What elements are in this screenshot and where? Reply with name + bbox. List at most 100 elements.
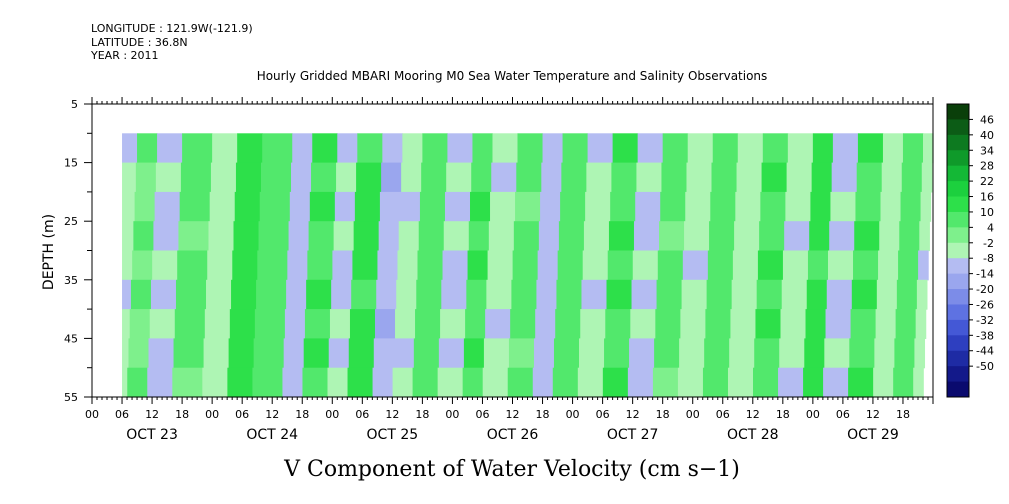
heatmap-cell — [914, 338, 926, 369]
heatmap-cell — [756, 279, 783, 310]
heatmap-cell — [349, 309, 376, 339]
heatmap-cell — [581, 279, 608, 310]
heatmap-cell — [605, 309, 631, 339]
heatmap-cell — [129, 309, 151, 339]
heatmap-cell — [179, 191, 211, 222]
heatmap-cell — [212, 133, 238, 164]
colorbar-swatch — [947, 227, 969, 244]
date-label: OCT 24 — [246, 427, 298, 443]
heatmap-cell — [379, 191, 401, 222]
heatmap-cell — [492, 133, 519, 164]
heatmap-cell — [730, 309, 757, 339]
heatmap-cell — [873, 367, 894, 398]
heatmap-cell — [472, 133, 494, 164]
colorbar-label: -2 — [983, 237, 994, 250]
heatmap-cell — [413, 338, 440, 369]
heatmap-cell — [122, 367, 128, 398]
heatmap-cell — [922, 133, 934, 164]
colorbar: 46 40 34 28 22 16 10 4 -2 -8 -14 -20 -26 -32 -38 -44 -50 — [946, 103, 994, 398]
heatmap-cell — [702, 367, 729, 398]
heatmap-cell — [303, 338, 330, 369]
heatmap-cell — [288, 221, 310, 252]
heatmap-cell — [893, 367, 914, 398]
heatmap-cell — [807, 250, 829, 281]
heatmap-cell — [879, 221, 900, 252]
heatmap-cell — [150, 279, 177, 310]
heatmap-cell — [375, 309, 396, 339]
heatmap-cell — [803, 367, 824, 398]
heatmap-cell — [397, 250, 419, 281]
heatmap-cell — [252, 367, 284, 398]
heatmap-cell — [233, 221, 260, 252]
heatmap-cell — [558, 221, 585, 252]
hour-tick-label: 06 — [836, 408, 850, 421]
hour-tick-label: 12 — [265, 408, 279, 421]
colorbar-swatch — [947, 119, 969, 136]
colorbar-swatch — [947, 304, 969, 321]
heatmap-cell — [446, 162, 472, 193]
heatmap-cell — [234, 191, 261, 222]
heatmap-cell — [604, 338, 630, 369]
heatmap-cell — [735, 191, 761, 222]
heatmap-cell — [333, 221, 355, 252]
hour-tick-label: 18 — [536, 408, 550, 421]
heatmap-cell — [377, 250, 399, 281]
hour-tick-label: 12 — [866, 408, 880, 421]
heatmap-cell — [204, 309, 231, 339]
longitude-label: LONGITUDE : 121.9W(-121.9) — [91, 22, 253, 35]
hour-tick-label: 00 — [445, 408, 459, 421]
date-label: OCT 26 — [487, 427, 539, 443]
heatmap-cell — [149, 309, 176, 339]
heatmap-cell — [402, 133, 423, 164]
heatmap-cell — [895, 309, 917, 339]
heatmap-cell — [652, 367, 679, 398]
heatmap-cell — [684, 221, 710, 252]
y-tick-label: 55 — [64, 391, 78, 404]
date-label: OCT 28 — [727, 427, 779, 443]
heatmap-cell — [291, 162, 312, 193]
heatmap-cell — [657, 250, 684, 281]
heatmap-cell — [779, 338, 805, 369]
heatmap-cell — [753, 367, 779, 398]
heatmap-cell — [729, 338, 755, 369]
year-label: YEAR : 2011 — [91, 49, 159, 62]
hour-tick-label: 00 — [806, 408, 820, 421]
heatmap-cell — [538, 221, 560, 252]
heatmap-cell — [327, 367, 349, 398]
heatmap-cell — [918, 250, 929, 281]
hour-tick-label: 00 — [85, 408, 99, 421]
colorbar-frame — [946, 103, 970, 398]
hour-tick-label: 12 — [385, 408, 399, 421]
heatmap-cell — [175, 279, 207, 310]
heatmap-cell — [507, 367, 534, 398]
heatmap-cell — [900, 191, 922, 222]
heatmap-cell — [396, 279, 417, 310]
heatmap-cell — [148, 338, 175, 369]
colorbar-label: -20 — [976, 283, 994, 296]
colorbar-label: -14 — [976, 268, 994, 281]
heatmap-cell — [122, 309, 131, 339]
heatmap-cell — [311, 162, 337, 193]
heatmap-cell — [510, 309, 536, 339]
heatmap-cell — [829, 221, 855, 252]
heatmap-cell — [122, 133, 138, 164]
heatmap-cell — [579, 338, 605, 369]
heatmap-cell — [381, 162, 402, 193]
heatmap-cell — [577, 367, 604, 398]
heatmap-cell — [705, 309, 732, 339]
heatmap-cell — [553, 338, 580, 369]
heatmap-cell — [921, 162, 933, 193]
heatmap-cell — [289, 191, 311, 222]
heatmap-cell — [849, 338, 875, 369]
heatmap-cell — [491, 162, 517, 193]
colorbar-swatch — [947, 273, 969, 290]
date-label: OCT 23 — [126, 427, 178, 443]
heatmap-cell — [130, 279, 152, 310]
hour-tick-label: 00 — [566, 408, 580, 421]
heatmap-cell — [416, 279, 442, 310]
heatmap-cell — [490, 191, 516, 222]
hour-tick-label: 06 — [716, 408, 730, 421]
colorbar-label: 34 — [980, 144, 994, 157]
heatmap-cell — [438, 338, 465, 369]
heatmap-cell — [915, 309, 927, 339]
